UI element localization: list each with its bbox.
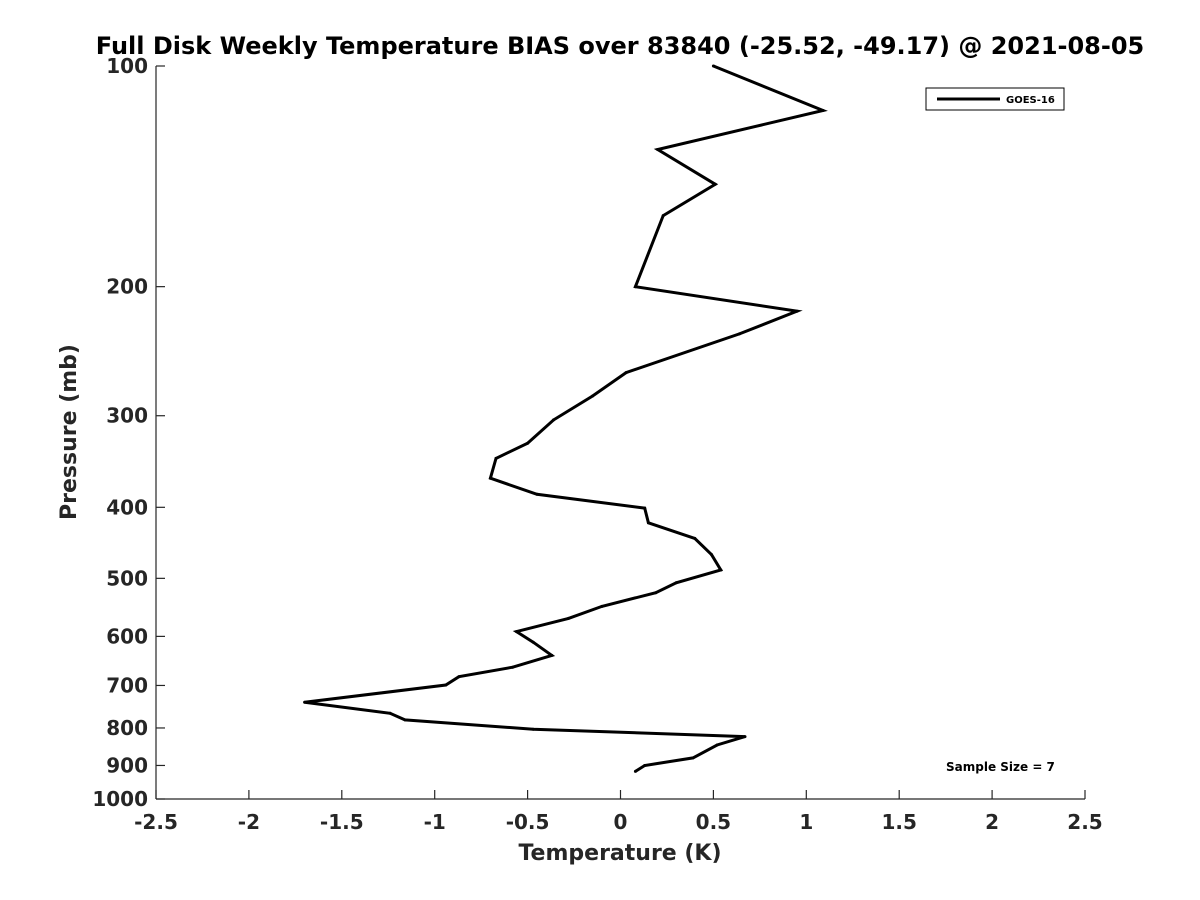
data-point <box>661 214 665 218</box>
data-point <box>494 456 498 460</box>
y-tick-label: 800 <box>106 716 148 740</box>
data-point <box>567 616 570 620</box>
y-tick-label: 900 <box>106 753 148 777</box>
data-point <box>719 568 723 572</box>
data-point <box>515 630 518 634</box>
data-point <box>795 309 799 313</box>
data-point <box>693 536 697 540</box>
data-point <box>656 148 660 151</box>
y-tick-label: 200 <box>106 275 148 299</box>
data-point <box>646 521 650 525</box>
data-point <box>531 640 535 644</box>
data-point <box>535 492 539 496</box>
y-tick-label: 600 <box>106 624 148 648</box>
y-tick-label: 1000 <box>92 787 148 811</box>
data-point <box>511 665 515 669</box>
data-point <box>591 394 595 398</box>
data-point <box>674 581 678 585</box>
data-point <box>457 675 461 679</box>
x-tick-label: 2 <box>985 810 999 834</box>
x-tick-label: -1 <box>424 810 446 834</box>
y-tick-label: 400 <box>106 495 148 519</box>
data-point <box>821 109 825 112</box>
data-point <box>711 64 715 68</box>
x-tick-label: 0 <box>614 810 628 834</box>
chart-title: Full Disk Weekly Temperature BIAS over 8… <box>96 32 1144 60</box>
data-point <box>303 700 307 704</box>
x-tick-label: -1.5 <box>320 810 364 834</box>
x-tick-label: 1.5 <box>881 810 916 834</box>
data-point <box>715 743 719 747</box>
x-tick-label: -2.5 <box>134 810 178 834</box>
data-point <box>654 591 658 595</box>
legend-label: GOES-16 <box>1006 95 1055 106</box>
data-point <box>633 769 637 773</box>
data-point <box>403 718 407 722</box>
data-point <box>388 711 392 715</box>
legend: GOES-16 <box>925 87 1065 111</box>
data-point <box>643 764 647 767</box>
x-tick-label: -0.5 <box>506 810 550 834</box>
y-tick-label: 500 <box>106 566 148 590</box>
y-tick-label: 100 <box>106 54 148 78</box>
axes: -2.5 -2 -1.5 -1 -0.5 0 0.5 1 1.5 2 2.5 100 200 300 400… <box>92 54 1102 834</box>
x-tick-label: 2.5 <box>1067 810 1102 834</box>
sample-size-annotation: Sample Size = 7 <box>946 760 1055 774</box>
series-line-0 <box>304 64 828 773</box>
series-layer <box>303 64 828 773</box>
x-tick-label: 1 <box>799 810 813 834</box>
x-tick-label: 0.5 <box>696 810 731 834</box>
x-axis-label: Temperature (K) <box>518 841 721 866</box>
data-point <box>743 735 747 739</box>
y-tick-label: 300 <box>106 404 148 428</box>
data-point <box>552 418 556 422</box>
data-point <box>550 653 554 657</box>
data-point <box>488 476 492 480</box>
data-point <box>600 604 604 608</box>
data-point <box>713 182 717 186</box>
x-tick-label: -2 <box>238 810 260 834</box>
data-point <box>691 756 695 760</box>
data-point <box>710 553 713 557</box>
data-point <box>624 371 628 375</box>
data-point <box>737 332 741 336</box>
data-point <box>633 285 637 289</box>
y-axis-label: Pressure (mb) <box>57 344 82 520</box>
data-point <box>526 441 530 445</box>
data-point <box>444 683 448 687</box>
data-point <box>531 727 535 731</box>
y-tick-label: 700 <box>106 673 148 697</box>
data-point <box>643 506 647 510</box>
